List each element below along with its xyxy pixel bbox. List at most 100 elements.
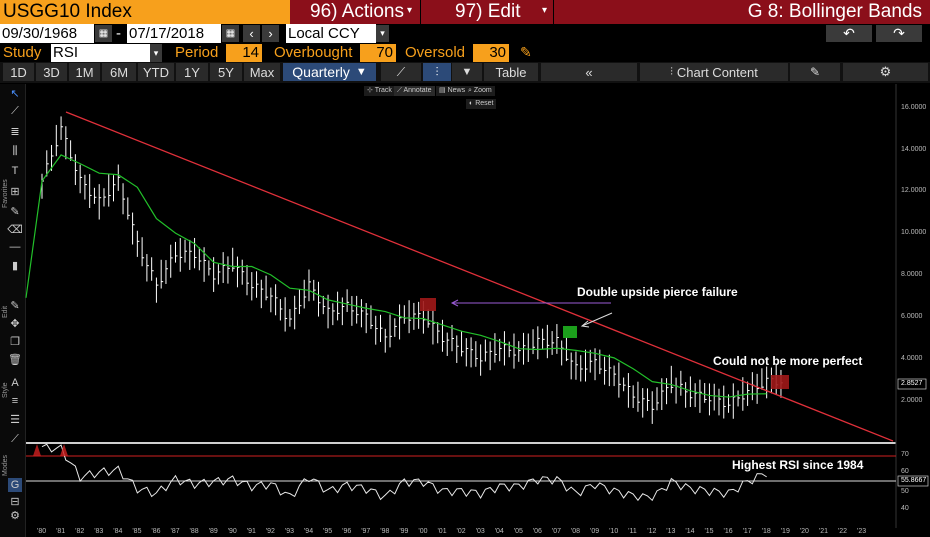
text-tool-icon[interactable]: T [11,165,19,177]
channel-tool-icon[interactable]: ⫼ [12,144,18,157]
edit-menu-label: 97) Edit [455,1,521,22]
trash-icon[interactable]: 🗑 [8,353,22,366]
period-value: 14 [242,44,259,61]
move-icon[interactable]: ✥ [10,317,20,330]
pencil-icon[interactable]: ✎ [10,299,20,312]
currency-select[interactable]: Local CCY [286,24,376,43]
chart-content-button[interactable]: ⫶ Chart Content [640,63,788,81]
rsi-overbought-fill [33,444,41,456]
x-tick-label: '92 [265,528,275,535]
x-tick-label: '01 [437,528,447,535]
dropdown-icon[interactable]: ▾ [376,25,389,42]
bar-chart-icon[interactable]: ⫶ [423,63,451,81]
eraser-icon[interactable]: ⌫ [7,223,23,236]
overbought-input[interactable]: 70 [360,44,396,62]
x-tick-label: '03 [475,528,485,535]
period-button[interactable]: YTD [138,63,174,81]
oversold-value: 30 [489,44,506,61]
annotate-button[interactable]: ⟋ Annotate [394,86,435,96]
cursor-icon[interactable]: ↖ [10,87,20,100]
reset-button[interactable]: ◐ Reset [466,99,497,109]
calendar-icon[interactable]: ▦ [95,25,112,42]
period-label: YTD [143,64,169,80]
collapse-icon[interactable]: « [541,63,637,81]
rsi-annotation: Highest RSI since 1984 [732,458,864,472]
calendar-icon[interactable]: ▦ [222,25,239,42]
table-button[interactable]: Table [484,63,538,81]
period-button[interactable]: 6M [102,63,136,81]
study-select[interactable]: RSI [51,44,150,62]
end-date-field[interactable]: 07/17/2018 [127,24,221,43]
redo-icon[interactable]: ↷ [876,25,922,42]
drawing-tool-icon[interactable]: ▮ [11,259,19,272]
x-tick-label: '88 [189,528,199,535]
y-tick-label: 4.0000 [901,355,923,362]
pencil-icon[interactable]: ✎ [520,44,532,60]
chart-type-dropdown-icon[interactable]: ▼ [452,63,482,81]
period-button[interactable]: Max [244,63,280,81]
date-separator: - [116,25,121,42]
page-title: G 8: Bollinger Bands [747,1,922,22]
edit-menu[interactable]: 97) Edit ▾ [421,0,553,24]
period-label: 1Y [184,64,200,80]
settings-icon[interactable]: ⚙ [10,509,20,522]
period-input[interactable]: 14 [226,44,262,62]
news-button[interactable]: ▤ News [436,86,469,96]
stroke-style-icon[interactable]: ≡ [11,395,19,407]
edit-chart-icon[interactable]: ✎ [790,63,840,81]
x-tick-label: '17 [742,528,752,535]
gear-icon[interactable]: ⚙ [843,63,928,81]
x-tick-label: '93 [284,528,295,535]
oversold-label: Oversold [405,44,466,61]
ruler-icon[interactable]: ⟋ [11,432,19,445]
rsi-tick-label: 70 [901,451,909,458]
x-tick-label: '81 [56,528,66,535]
period-button[interactable]: 3D [36,63,67,81]
undo-icon[interactable]: ↶ [826,25,872,42]
red-highlight-2000 [420,298,436,311]
period-button[interactable]: 1M [69,63,100,81]
tool-set-icon[interactable]: ⊞ [10,185,20,198]
start-date-field[interactable]: 09/30/1968 [0,24,94,43]
period-button[interactable]: 1D [3,63,34,81]
x-tick-label: '20 [799,528,809,535]
oversold-input[interactable]: 30 [473,44,509,62]
actions-menu-label: 96) Actions [310,1,404,22]
y-tick-label: 6.0000 [901,313,923,320]
lock-icon[interactable]: ⊟ [10,495,20,508]
x-tick-label: '94 [303,528,314,535]
x-tick-label: '19 [780,528,790,535]
ticker-field[interactable]: USGG10 Index [0,0,290,24]
study-value: RSI [53,44,79,61]
y-tick-label: 10.0000 [901,229,927,236]
period-label: 1D [10,64,27,80]
period-label: Max [249,64,275,80]
line-width-icon[interactable]: ☰ [10,413,20,426]
chevron-left-icon[interactable]: ‹ [243,25,260,42]
dropdown-icon[interactable]: ▾ [150,44,162,62]
font-icon[interactable]: A [11,377,19,389]
chevron-right-icon[interactable]: › [262,25,279,42]
copy-icon[interactable]: ❐ [10,335,20,348]
zoom-label: Zoom [473,87,492,94]
brush-icon[interactable]: ✎ [10,205,20,218]
title-bar: G 8: Bollinger Bands [554,0,930,24]
modes-g-icon[interactable]: G [8,478,22,492]
track-button[interactable]: ⊹ Track [364,86,395,96]
period-button[interactable]: 5Y [210,63,242,81]
rsi-overbought-fill [60,444,68,456]
fib-tool-icon[interactable]: ≣ [10,125,20,138]
line-tool-icon[interactable]: ⟋ [11,104,19,117]
frequency-select[interactable]: Quarterly ▼ [283,63,376,81]
horizontal-line-icon[interactable]: — [9,241,21,253]
x-tick-label: '10 [609,528,619,535]
actions-menu[interactable]: 96) Actions ▾ [290,0,420,24]
period-button[interactable]: 1Y [176,63,208,81]
rsi-tick-label: 50 [901,488,909,495]
line-chart-icon[interactable]: ⟋ [381,63,421,81]
zoom-button[interactable]: ⌕ Zoom [465,86,495,96]
start-date-value: 09/30/1968 [2,25,78,42]
chart-content-label: Chart Content [676,64,758,80]
side-panel [0,84,26,537]
